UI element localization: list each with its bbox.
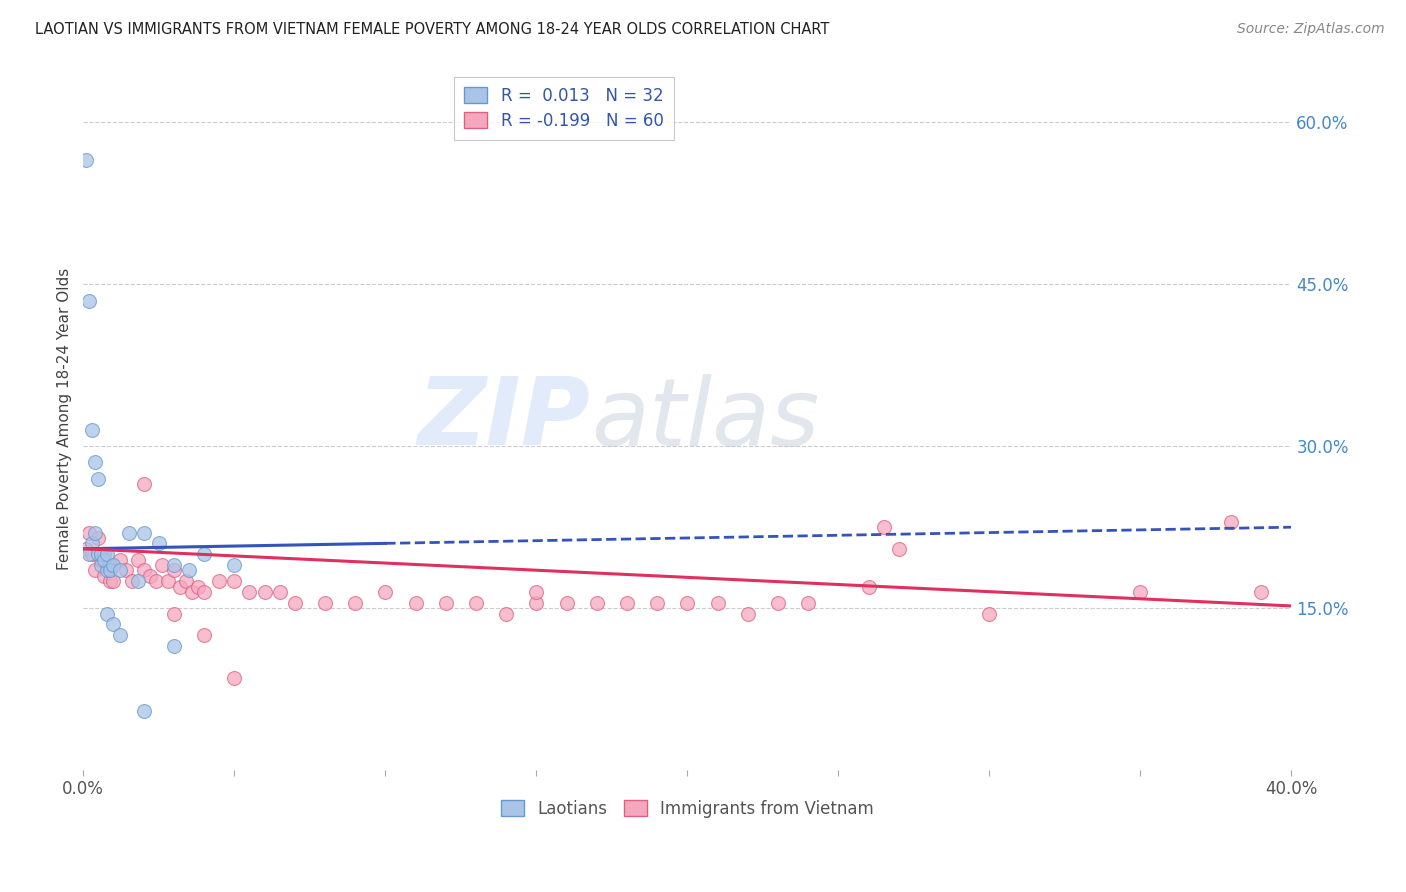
Point	[84, 525, 107, 540]
Point	[90, 547, 112, 561]
Point	[253, 585, 276, 599]
Point	[887, 541, 910, 556]
Point	[495, 607, 517, 621]
Point	[82, 423, 104, 437]
Point	[284, 596, 307, 610]
Point	[121, 574, 143, 589]
Point	[93, 547, 115, 561]
Point	[676, 596, 699, 610]
Point	[156, 574, 179, 589]
Point	[127, 552, 149, 566]
Point	[150, 558, 173, 572]
Point	[1129, 585, 1152, 599]
Text: LAOTIAN VS IMMIGRANTS FROM VIETNAM FEMALE POVERTY AMONG 18-24 YEAR OLDS CORRELAT: LAOTIAN VS IMMIGRANTS FROM VIETNAM FEMAL…	[35, 22, 830, 37]
Point	[193, 628, 215, 642]
Y-axis label: Female Poverty Among 18-24 Year Olds: Female Poverty Among 18-24 Year Olds	[58, 268, 72, 570]
Point	[344, 596, 367, 610]
Point	[84, 563, 107, 577]
Point	[79, 293, 101, 308]
Point	[148, 536, 170, 550]
Point	[96, 558, 118, 572]
Point	[1250, 585, 1272, 599]
Point	[163, 563, 186, 577]
Point	[114, 563, 136, 577]
Point	[103, 574, 125, 589]
Point	[145, 574, 167, 589]
Point	[82, 547, 104, 561]
Point	[132, 563, 155, 577]
Point	[405, 596, 427, 610]
Point	[524, 596, 547, 610]
Point	[75, 153, 97, 168]
Point	[132, 525, 155, 540]
Point	[87, 531, 110, 545]
Point	[93, 568, 115, 582]
Point	[87, 472, 110, 486]
Point	[555, 596, 578, 610]
Point	[314, 596, 336, 610]
Point	[465, 596, 488, 610]
Point	[193, 547, 215, 561]
Point	[90, 558, 112, 572]
Text: ZIP: ZIP	[418, 373, 591, 466]
Point	[585, 596, 607, 610]
Point	[100, 558, 122, 572]
Point	[96, 547, 118, 561]
Point	[193, 585, 215, 599]
Point	[1220, 515, 1243, 529]
Point	[103, 617, 125, 632]
Text: atlas: atlas	[591, 374, 818, 465]
Point	[132, 477, 155, 491]
Point	[873, 520, 896, 534]
Point	[181, 585, 204, 599]
Point	[82, 536, 104, 550]
Point	[96, 607, 118, 621]
Point	[84, 455, 107, 469]
Point	[737, 607, 759, 621]
Point	[87, 547, 110, 561]
Point	[979, 607, 1001, 621]
Legend: Laotians, Immigrants from Vietnam: Laotians, Immigrants from Vietnam	[494, 794, 882, 825]
Point	[238, 585, 260, 599]
Point	[174, 574, 197, 589]
Point	[224, 671, 246, 685]
Point	[139, 568, 162, 582]
Point	[96, 563, 118, 577]
Point	[858, 580, 880, 594]
Point	[79, 547, 101, 561]
Point	[187, 580, 209, 594]
Point	[108, 628, 131, 642]
Point	[132, 704, 155, 718]
Point	[90, 552, 112, 566]
Point	[169, 580, 191, 594]
Point	[706, 596, 728, 610]
Point	[75, 541, 97, 556]
Point	[269, 585, 291, 599]
Point	[100, 563, 122, 577]
Point	[224, 558, 246, 572]
Point	[177, 563, 200, 577]
Point	[79, 525, 101, 540]
Point	[208, 574, 231, 589]
Point	[127, 574, 149, 589]
Point	[117, 525, 139, 540]
Point	[224, 574, 246, 589]
Point	[524, 585, 547, 599]
Point	[100, 574, 122, 589]
Point	[374, 585, 396, 599]
Point	[93, 552, 115, 566]
Point	[434, 596, 457, 610]
Point	[645, 596, 668, 610]
Text: Source: ZipAtlas.com: Source: ZipAtlas.com	[1237, 22, 1385, 37]
Point	[766, 596, 789, 610]
Point	[616, 596, 638, 610]
Point	[103, 558, 125, 572]
Point	[163, 607, 186, 621]
Point	[163, 639, 186, 653]
Point	[108, 552, 131, 566]
Point	[108, 563, 131, 577]
Point	[163, 558, 186, 572]
Point	[797, 596, 820, 610]
